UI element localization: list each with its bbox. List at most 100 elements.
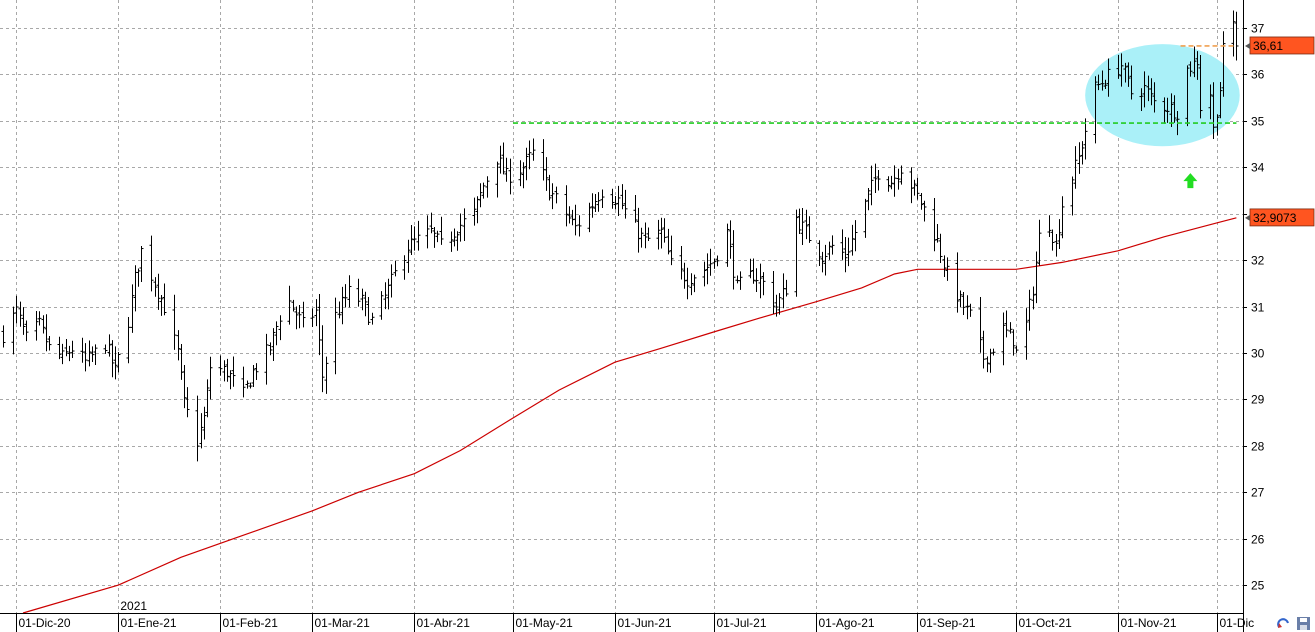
ohlc-bar (955, 252, 960, 313)
ohlc-bar (228, 370, 233, 390)
ohlc-bar (485, 176, 490, 198)
ohlc-bar (754, 268, 759, 293)
grid-lines (0, 0, 1243, 613)
ohlc-bar (991, 348, 996, 356)
y-tick-label: 25 (1251, 579, 1265, 593)
ohlc-bar (278, 315, 283, 341)
ohlc-bar (912, 179, 917, 196)
ohlc-bar (1037, 219, 1042, 266)
ohlc-bar (360, 288, 365, 311)
ohlc-bar (866, 188, 871, 211)
ohlc-bar (297, 305, 302, 329)
ohlc-bar (1123, 62, 1128, 83)
ohlc-bar (942, 255, 947, 277)
ohlc-bar (613, 195, 618, 210)
ohlc-bar (153, 277, 158, 297)
ohlc-bar (333, 297, 338, 375)
ohlc-bar (853, 220, 858, 252)
ohlc-bar (504, 157, 509, 182)
ohlc-bar (702, 261, 707, 287)
ohlc-bar (406, 239, 411, 273)
ohlc-bar (840, 229, 845, 260)
ohlc-bar (623, 189, 628, 219)
ohlc-bar (93, 344, 98, 365)
ohlc-bar (363, 291, 368, 317)
ohlc-bar (274, 321, 279, 346)
consolidation-ellipse (1085, 44, 1240, 147)
ohlc-bar (620, 184, 625, 210)
ohlc-bar (462, 208, 467, 241)
ohlc-bar (633, 195, 638, 223)
ohlc-bar (774, 294, 779, 317)
ohlc-bar (107, 334, 112, 357)
refresh-icon[interactable] (1277, 617, 1290, 630)
ohlc-bar (195, 395, 200, 462)
ohlc-bar (961, 292, 966, 315)
ohlc-bar (527, 140, 532, 170)
ohlc-bar (21, 307, 26, 335)
ohlc-bar (656, 219, 661, 250)
ohlc-bar (347, 275, 352, 308)
ohlc-bar (945, 257, 950, 281)
ohlc-bar (804, 209, 809, 240)
ohlc-bar (199, 413, 204, 449)
ohlc-bar (1215, 114, 1220, 136)
y-tick-label: 34 (1251, 161, 1265, 175)
ohlc-bar (435, 230, 440, 243)
ohlc-bar (567, 206, 572, 224)
ohlc-bar (149, 235, 154, 292)
ohlc-bar (758, 263, 763, 299)
y-tick-label: 29 (1251, 393, 1265, 407)
ohlc-bar (1093, 76, 1098, 144)
ohlc-bar (264, 333, 269, 385)
ohlc-bar (337, 301, 342, 319)
ohlc-bar (646, 227, 651, 241)
ohlc-bar (310, 308, 315, 327)
ohlc-bar (208, 356, 213, 400)
ohlc-bar (402, 255, 407, 280)
y-tick-label: 30 (1251, 347, 1265, 361)
ohlc-bar (616, 185, 621, 216)
ohlc-bar (1198, 54, 1203, 119)
ohlc-bar (610, 188, 615, 209)
ohlc-bar (938, 233, 943, 264)
x-tick-label: 01-Dic (1220, 616, 1255, 630)
x-tick-label: 01-Jun-21 (618, 616, 672, 630)
ohlc-bar (564, 185, 569, 227)
ohlc-bar (172, 294, 177, 350)
ohlc-bar (705, 253, 710, 285)
ohlc-bar (130, 284, 135, 333)
ohlc-bar (958, 290, 963, 307)
save-icon[interactable] (1297, 617, 1310, 630)
ohlc-bar (1208, 84, 1213, 120)
ohlc-bar (846, 237, 851, 267)
ohlc-bar (807, 216, 812, 243)
ohlc-bar (531, 138, 536, 161)
ohlc-bar (1024, 308, 1029, 360)
ohlc-bar (968, 303, 973, 317)
ohlc-bar (731, 230, 736, 290)
ohlc-bar (827, 241, 832, 260)
ohlc-bar (416, 220, 421, 251)
ohlc-bar (370, 312, 375, 325)
price-tag-pointer (1245, 214, 1250, 221)
ohlc-bar (1142, 71, 1147, 108)
ohlc-bar (777, 293, 782, 315)
ohlc-bar (1014, 345, 1019, 353)
ohlc-bar (1057, 219, 1062, 250)
ohlc-bar (37, 311, 42, 326)
ohlc-bar (715, 255, 720, 267)
ohlc-bar (1, 325, 6, 348)
ohlc-bar (409, 224, 414, 256)
ohlc-bar (896, 168, 901, 190)
ohlc-bar (425, 215, 430, 249)
price-tag-label: 36,61 (1253, 39, 1283, 53)
ohlc-bar (748, 258, 753, 279)
ohlc-bar (544, 157, 549, 191)
ohlc-bar (472, 197, 477, 226)
ohlc-bar (518, 160, 523, 187)
ohlc-bar (248, 382, 253, 389)
y-tick-label: 26 (1251, 533, 1265, 547)
ohlc-bar (1188, 61, 1193, 77)
corner-toolbar (1277, 617, 1310, 630)
